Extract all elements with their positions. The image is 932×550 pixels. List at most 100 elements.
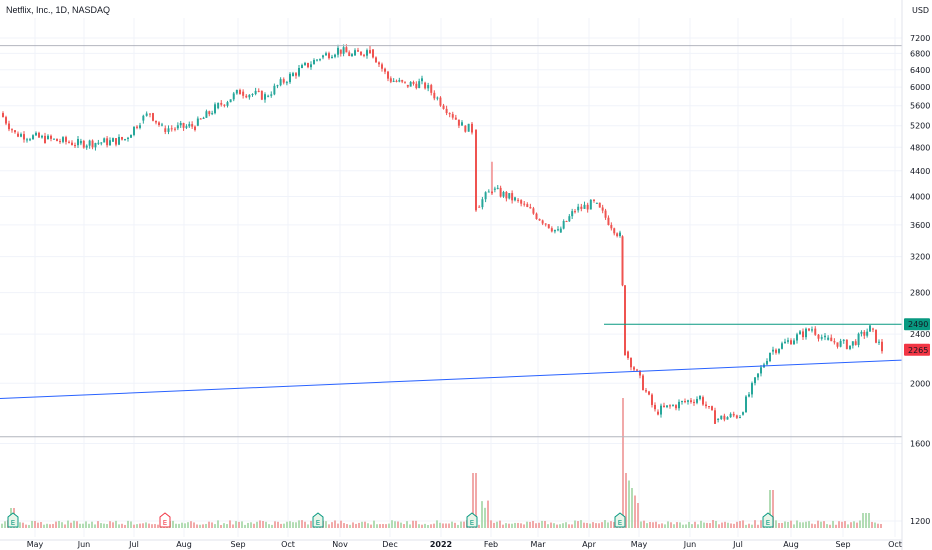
volume-bar xyxy=(412,520,414,528)
candle-body xyxy=(339,49,342,54)
candle-body xyxy=(729,413,732,418)
volume-bar xyxy=(268,524,270,528)
volume-bar xyxy=(304,521,306,528)
candle-body xyxy=(409,82,412,87)
earnings-badge-letter: E xyxy=(470,519,474,527)
volume-bar xyxy=(538,522,540,528)
candle-body xyxy=(478,206,481,208)
candle-body xyxy=(739,417,741,419)
time-tick-label: Aug xyxy=(783,540,799,549)
candle-body xyxy=(601,207,604,211)
price-tick-label: 2800 xyxy=(910,289,930,298)
candle-body xyxy=(696,398,698,403)
time-tick-label: Nov xyxy=(332,540,348,549)
volume-bar xyxy=(613,522,615,528)
candle-body xyxy=(202,117,205,119)
candle-body xyxy=(493,188,496,190)
candle-body xyxy=(547,224,550,229)
volume-bar xyxy=(877,523,879,528)
candle-body xyxy=(345,47,348,53)
candle-body xyxy=(814,328,817,335)
volume-bar xyxy=(106,524,108,528)
volume-bar xyxy=(58,520,60,528)
volume-bar xyxy=(814,524,816,528)
volume-bar xyxy=(562,523,564,528)
price-tick-label: 4800 xyxy=(910,143,930,152)
candle-body xyxy=(589,199,592,210)
candle-body xyxy=(360,51,362,55)
candle-body xyxy=(310,64,312,68)
volume-bar xyxy=(862,513,864,528)
volume-bar xyxy=(343,523,345,528)
volume-bar xyxy=(583,522,585,528)
volume-bar xyxy=(28,524,30,528)
volume-bar xyxy=(196,524,198,528)
candle-body xyxy=(735,415,738,418)
volume-bar xyxy=(463,521,465,528)
candle-body xyxy=(781,343,783,349)
candle-body xyxy=(136,126,138,128)
volume-bar xyxy=(367,523,369,528)
candle-body xyxy=(289,73,291,83)
candle-body xyxy=(613,228,616,234)
candle-body xyxy=(158,122,160,126)
candle-body xyxy=(342,47,345,54)
volume-bar xyxy=(796,520,798,528)
candle-body xyxy=(723,415,726,420)
candle-body xyxy=(633,367,635,370)
candle-body xyxy=(348,52,351,57)
volume-bar xyxy=(361,521,363,528)
volume-bar xyxy=(208,521,210,528)
candle-body xyxy=(820,337,823,339)
candle-body xyxy=(875,329,877,343)
volume-bar xyxy=(703,522,705,528)
candle-body xyxy=(97,142,100,144)
volume-bar xyxy=(187,522,189,528)
volume-bar xyxy=(523,524,525,528)
candle-body xyxy=(357,50,359,52)
volume-bar xyxy=(679,522,681,528)
volume-bar xyxy=(4,521,6,528)
time-tick-label: Sep xyxy=(230,540,245,549)
candle-body xyxy=(778,348,780,353)
volume-bar xyxy=(301,520,303,528)
volume-bar xyxy=(631,488,633,528)
volume-bar xyxy=(484,507,486,528)
candle-body xyxy=(675,405,677,409)
candle-body xyxy=(267,95,270,97)
candle-body xyxy=(464,125,467,132)
candle-body xyxy=(94,143,97,148)
candle-body xyxy=(56,138,58,142)
volume-bar xyxy=(820,521,822,528)
volume-bar xyxy=(274,521,276,528)
candle-body xyxy=(610,224,613,229)
candle-body xyxy=(619,232,621,237)
candle-body xyxy=(245,95,248,98)
volume-bar xyxy=(34,520,36,528)
volume-bar xyxy=(856,522,858,528)
candle-body xyxy=(88,140,91,146)
candle-body xyxy=(176,125,179,129)
candle-body xyxy=(124,139,126,141)
volume-bar xyxy=(502,524,504,528)
candle-body xyxy=(726,417,729,420)
candle-body xyxy=(38,132,40,138)
candle-body xyxy=(514,197,516,201)
candle-body xyxy=(316,59,318,61)
candle-body xyxy=(421,78,423,82)
volume-bar xyxy=(184,523,186,528)
volume-bar xyxy=(55,521,57,528)
volume-bar xyxy=(355,523,357,528)
volume-bar xyxy=(193,522,195,528)
candle-body xyxy=(642,375,644,391)
candle-body xyxy=(47,135,49,140)
candle-body xyxy=(260,90,263,100)
volume-bar xyxy=(790,520,792,528)
candle-body xyxy=(586,204,589,210)
candle-body xyxy=(164,128,167,132)
candle-body xyxy=(304,62,306,66)
volume-bar xyxy=(574,520,576,528)
candle-body xyxy=(648,391,650,395)
volume-bar xyxy=(547,524,549,528)
